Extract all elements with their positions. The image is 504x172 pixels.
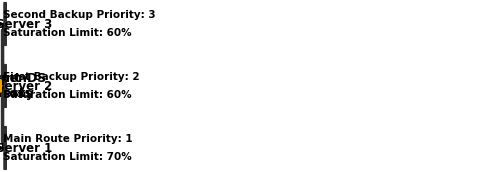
FancyBboxPatch shape [4, 65, 6, 107]
FancyBboxPatch shape [2, 30, 3, 142]
Text: Main Route Priority: 1: Main Route Priority: 1 [4, 134, 133, 144]
Text: Saturation Limit: 60%: Saturation Limit: 60% [4, 90, 132, 100]
Text: LDAP Server 3: LDAP Server 3 [0, 18, 53, 30]
Text: Saturation Limit: 60%: Saturation Limit: 60% [4, 28, 132, 38]
Text: Second Backup Priority: 3: Second Backup Priority: 3 [4, 10, 156, 20]
FancyBboxPatch shape [4, 127, 6, 169]
Text: LDAP Server 2: LDAP Server 2 [0, 79, 53, 93]
Text: Client
Requests: Client Requests [0, 72, 33, 100]
Text: Sun OpenDS
SE Proxy: Sun OpenDS SE Proxy [0, 72, 46, 100]
FancyArrow shape [0, 75, 2, 97]
FancyBboxPatch shape [4, 3, 6, 45]
Text: LDAP Server 1: LDAP Server 1 [0, 142, 53, 154]
Text: First Backup Priority: 2: First Backup Priority: 2 [4, 72, 140, 82]
Text: Saturation Limit: 70%: Saturation Limit: 70% [4, 152, 132, 162]
